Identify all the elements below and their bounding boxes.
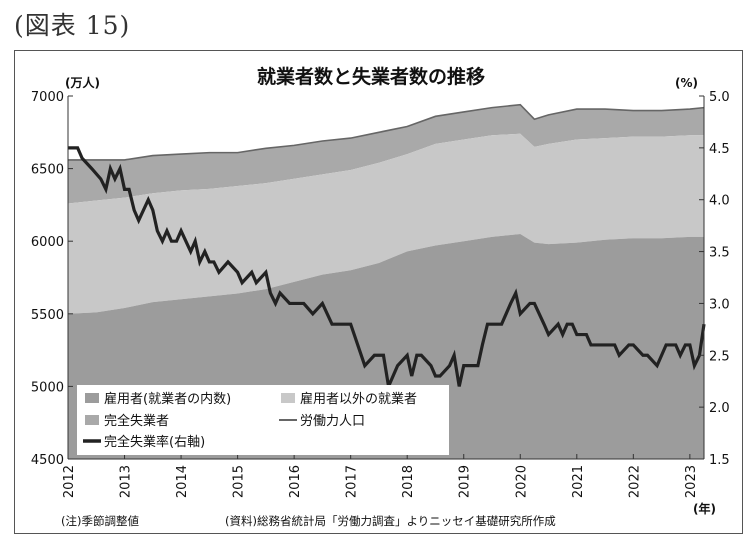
left-tick-label: 7000 xyxy=(31,90,64,105)
x-tick-label: 2014 xyxy=(175,465,190,498)
left-tick-label: 4500 xyxy=(31,453,64,468)
chart: 4500 5000 5500 6000 6500 7000 1.5 2.0 2.5 3.0 3.5 4… xyxy=(31,65,730,528)
footer-source: (資料)総務省統計局「労働力調査」よりニッセイ基礎研究所作成 xyxy=(225,514,556,528)
x-tick-label: 2017 xyxy=(345,465,360,498)
ticks: 4500 5000 5500 6000 6500 7000 1.5 2.0 2.5 3.0 3.5 4… xyxy=(31,90,730,498)
legend-label-unemployed: 完全失業者 xyxy=(104,413,169,429)
x-tick-label: 2012 xyxy=(62,465,77,498)
axes xyxy=(67,96,705,460)
right-tick-label: 1.5 xyxy=(709,453,730,468)
right-tick-label: 4.0 xyxy=(709,194,730,209)
left-tick-label: 6000 xyxy=(31,235,64,250)
legend-label-labor_force: 労働力人口 xyxy=(300,414,365,429)
left-tick-label: 5500 xyxy=(31,308,64,323)
right-tick-label: 3.0 xyxy=(709,297,730,312)
legend-box xyxy=(77,385,449,455)
left-tick-label: 5000 xyxy=(31,380,64,395)
legend-label-other_employed: 雇用者以外の就業者 xyxy=(300,391,417,407)
left-axis-unit: (万人) xyxy=(65,75,100,90)
footer-note: (注)季節調整値 xyxy=(61,514,139,528)
left-tick-label: 6500 xyxy=(31,163,64,178)
x-tick-label: 2023 xyxy=(684,465,699,498)
x-tick-label: 2013 xyxy=(119,465,134,498)
x-tick-label: 2016 xyxy=(288,465,303,498)
figure-label: (図表 15) xyxy=(14,11,131,40)
x-tick-label: 2019 xyxy=(458,465,473,498)
legend-swatch-employees xyxy=(85,393,99,403)
x-tick-label: 2018 xyxy=(401,465,416,498)
right-tick-label: 2.0 xyxy=(709,401,730,416)
plot-lines xyxy=(68,103,706,393)
x-tick-label: 2021 xyxy=(571,465,586,498)
x-tick-label: 2020 xyxy=(514,465,529,498)
line-unemployment-rate xyxy=(68,146,706,393)
x-tick-label: 2015 xyxy=(232,465,247,498)
legend-label-employees: 雇用者(就業者の内数) xyxy=(104,391,231,407)
line-labor-force xyxy=(68,103,705,161)
right-axis-unit: (%) xyxy=(675,76,698,90)
chart-frame: 4500 5000 5500 6000 6500 7000 1.5 2.0 2.5 3.0 3.5 4… xyxy=(14,50,743,534)
x-axis-unit: (年) xyxy=(693,501,716,516)
plot-areas xyxy=(68,104,704,459)
chart-title: 就業者数と失業者数の推移 xyxy=(257,65,485,88)
area-other-employed xyxy=(68,133,704,314)
right-tick-label: 5.0 xyxy=(709,90,730,105)
area-unemployed xyxy=(68,104,704,204)
x-tick-label: 2022 xyxy=(627,465,642,498)
legend-label-unemployment_rate: 完全失業率(右軸) xyxy=(104,434,205,450)
legend-swatch-other_employed xyxy=(281,393,295,403)
right-tick-label: 2.5 xyxy=(709,349,730,364)
legend-swatch-unemployed xyxy=(85,415,99,425)
right-tick-label: 3.5 xyxy=(709,246,730,261)
right-tick-label: 4.5 xyxy=(709,142,730,157)
